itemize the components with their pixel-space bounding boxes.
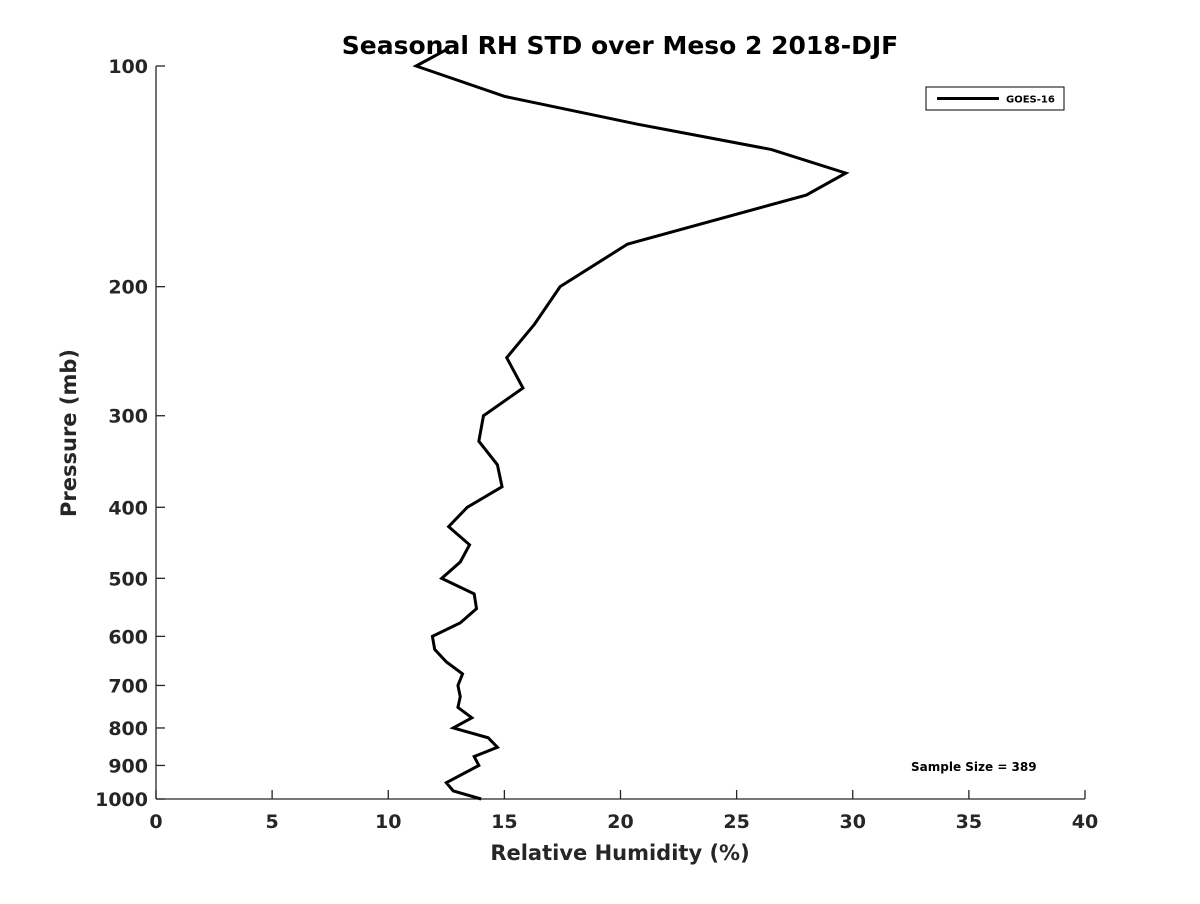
- y-tick-label: 900: [108, 755, 148, 777]
- x-tick-label: 0: [149, 811, 162, 833]
- series-line-goes-16: [412, 48, 850, 801]
- y-tick-label: 1000: [95, 789, 148, 811]
- y-tick-label: 800: [108, 718, 148, 740]
- annotation-sample-size: Sample Size = 389: [911, 760, 1037, 774]
- plot-area: 0 5 10 15 20 25 30 35 40 100 200 300 400 500 600 700 80…: [95, 48, 1098, 833]
- chart-title: Seasonal RH STD over Meso 2 2018-DJF: [342, 31, 898, 60]
- y-ticks: 100 200 300 400 500 600 700 800 900 1000: [95, 56, 165, 811]
- x-tick-label: 15: [491, 811, 517, 833]
- series-layer: [412, 48, 850, 801]
- y-tick-label: 600: [108, 626, 148, 648]
- y-tick-label: 100: [108, 56, 148, 78]
- x-tick-label: 35: [956, 811, 982, 833]
- x-ticks: 0 5 10 15 20 25 30 35 40: [149, 790, 1098, 833]
- y-tick-label: 500: [108, 568, 148, 590]
- x-tick-label: 10: [375, 811, 401, 833]
- x-tick-label: 30: [840, 811, 866, 833]
- x-tick-label: 40: [1072, 811, 1098, 833]
- legend-label-goes-16: GOES-16: [1006, 95, 1055, 106]
- x-tick-label: 25: [723, 811, 749, 833]
- x-tick-label: 5: [266, 811, 279, 833]
- y-tick-label: 200: [108, 277, 148, 299]
- x-axis-label: Relative Humidity (%): [490, 841, 749, 865]
- y-tick-label: 300: [108, 406, 148, 428]
- y-axis-label: Pressure (mb): [57, 349, 81, 517]
- y-tick-label: 400: [108, 497, 148, 519]
- legend: GOES-16: [925, 86, 1065, 111]
- x-tick-label: 20: [607, 811, 633, 833]
- y-tick-label: 700: [108, 675, 148, 697]
